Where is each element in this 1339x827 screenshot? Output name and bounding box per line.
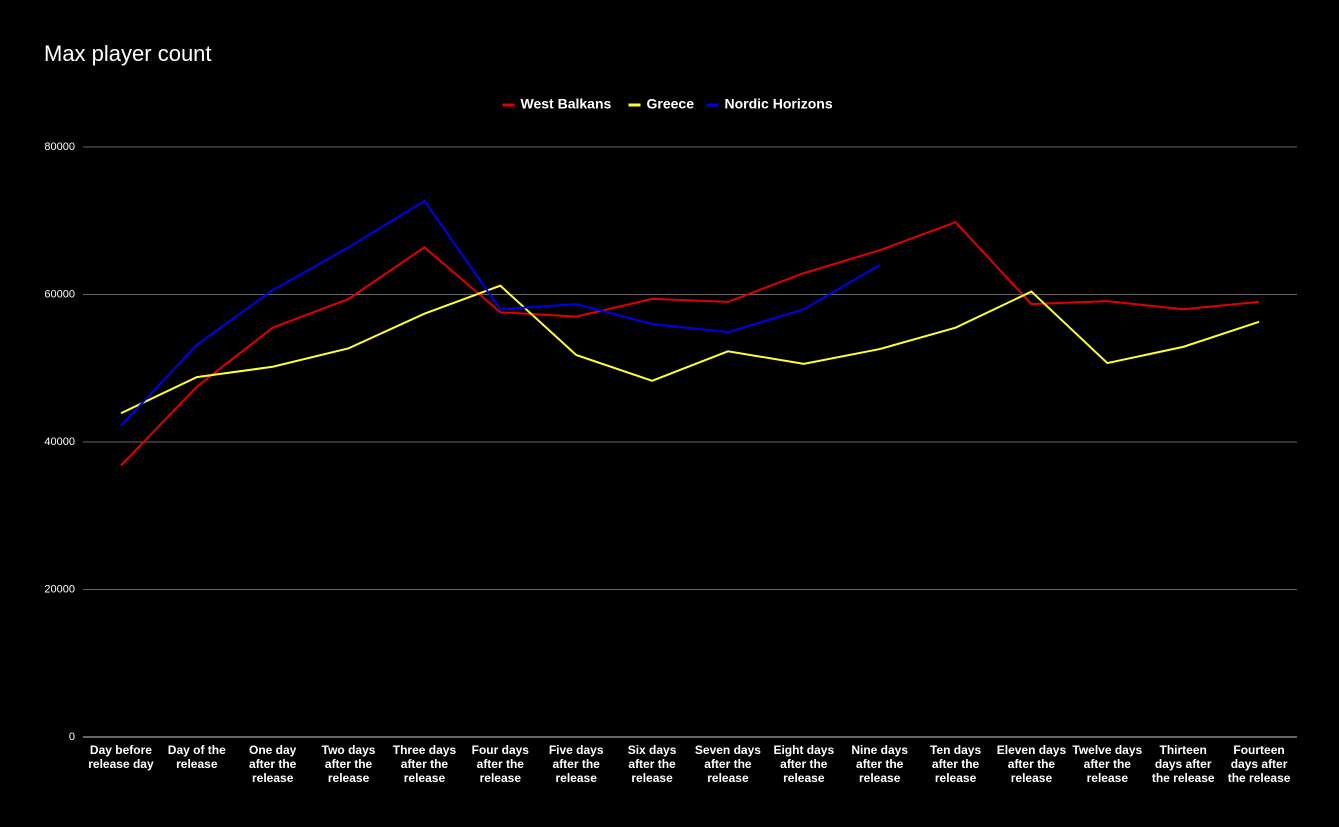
x-tick-label-line: release	[631, 771, 673, 785]
x-tick-label-line: release	[404, 771, 446, 785]
x-tick-label: Four days after the release	[472, 743, 530, 785]
x-tick-label-line: after the	[477, 757, 525, 771]
x-tick-label-line: Two days	[322, 743, 376, 757]
x-tick-label-line: the release	[1152, 771, 1215, 785]
y-tick-label: 80000	[44, 141, 75, 153]
x-tick-label: Two days after the release	[322, 743, 376, 785]
x-tick-label: Fourteen days after the release	[1228, 743, 1291, 785]
x-tick-label-line: Six days	[628, 743, 677, 757]
x-tick-label-line: after the	[780, 757, 828, 771]
y-tick-label: 20000	[44, 583, 75, 595]
x-tick-label: Three days after the release	[393, 743, 457, 785]
x-tick-label-line: One day	[249, 743, 297, 757]
x-tick-label: One day after the release	[249, 743, 297, 785]
x-tick-label-line: the release	[1228, 771, 1291, 785]
x-tick-label-line: release	[556, 771, 598, 785]
x-tick-label-line: release	[1087, 771, 1129, 785]
legend-label: West Balkans	[521, 96, 612, 112]
x-tick-label-line: Day of the	[168, 743, 226, 757]
line-series	[120, 284, 1260, 415]
x-tick-label-line: after the	[1008, 757, 1056, 771]
x-tick-label-line: Eight days	[773, 743, 834, 757]
x-tick-label-line: days after	[1155, 757, 1212, 771]
x-tick-label-line: release	[859, 771, 901, 785]
x-tick-label: Seven days after the release	[695, 743, 761, 785]
x-tick-label-line: after the	[553, 757, 601, 771]
x-tick-label-line: Seven days	[695, 743, 761, 757]
x-tick-label-line: Ten days	[930, 743, 981, 757]
x-tick-label: Eleven days after the release	[997, 743, 1067, 785]
x-tick-label: Day of the release	[168, 743, 226, 771]
x-tick-label-line: Four days	[472, 743, 530, 757]
x-tick-label-line: release	[1011, 771, 1053, 785]
line-series	[120, 199, 881, 427]
x-tick-label-line: after the	[1084, 757, 1132, 771]
y-tick-label: 40000	[44, 436, 75, 448]
x-tick-label-line: after the	[325, 757, 373, 771]
x-tick-label: Day before release day	[88, 743, 154, 771]
y-tick-label: 0	[69, 731, 75, 743]
x-tick-label: Twelve days after the release	[1072, 743, 1142, 785]
x-tick-label-line: after the	[704, 757, 752, 771]
x-tick-label-line: after the	[628, 757, 676, 771]
x-tick-label: Five days after the release	[549, 743, 604, 785]
x-tick-label-line: Twelve days	[1072, 743, 1142, 757]
x-tick-label-line: Three days	[393, 743, 457, 757]
y-tick-label: 60000	[44, 288, 75, 300]
x-tick-label-line: release day	[88, 757, 154, 771]
x-tick-label-line: release	[707, 771, 749, 785]
x-tick-label-line: Five days	[549, 743, 604, 757]
x-tick-label-line: days after	[1231, 757, 1288, 771]
x-tick-label-line: Thirteen	[1160, 743, 1207, 757]
x-tick-label-line: release	[783, 771, 825, 785]
x-tick-label: Eight days after the release	[773, 743, 834, 785]
x-tick-label: Thirteen days after the release	[1152, 743, 1215, 785]
x-tick-label-line: Nine days	[851, 743, 908, 757]
legend-label: Greece	[647, 96, 695, 112]
x-tick-label: Ten days after the release	[930, 743, 981, 785]
legend-label: Nordic Horizons	[725, 96, 833, 112]
x-tick-label-line: Eleven days	[997, 743, 1067, 757]
x-tick-label: Nine days after the release	[851, 743, 908, 785]
chart-title: Max player count	[44, 41, 212, 66]
x-tick-label-line: release	[252, 771, 294, 785]
x-tick-label-line: after the	[401, 757, 449, 771]
x-tick-label-line: release	[935, 771, 977, 785]
x-tick-label-line: after the	[932, 757, 980, 771]
x-tick-label: Six days after the release	[628, 743, 677, 785]
x-tick-label-line: Day before	[90, 743, 152, 757]
x-tick-label-line: release	[480, 771, 522, 785]
x-tick-label-line: after the	[249, 757, 297, 771]
x-tick-label-line: after the	[856, 757, 904, 771]
x-tick-label-line: release	[328, 771, 370, 785]
x-tick-label-line: Fourteen	[1233, 743, 1284, 757]
line-series	[120, 221, 1260, 467]
x-tick-label-line: release	[176, 757, 218, 771]
